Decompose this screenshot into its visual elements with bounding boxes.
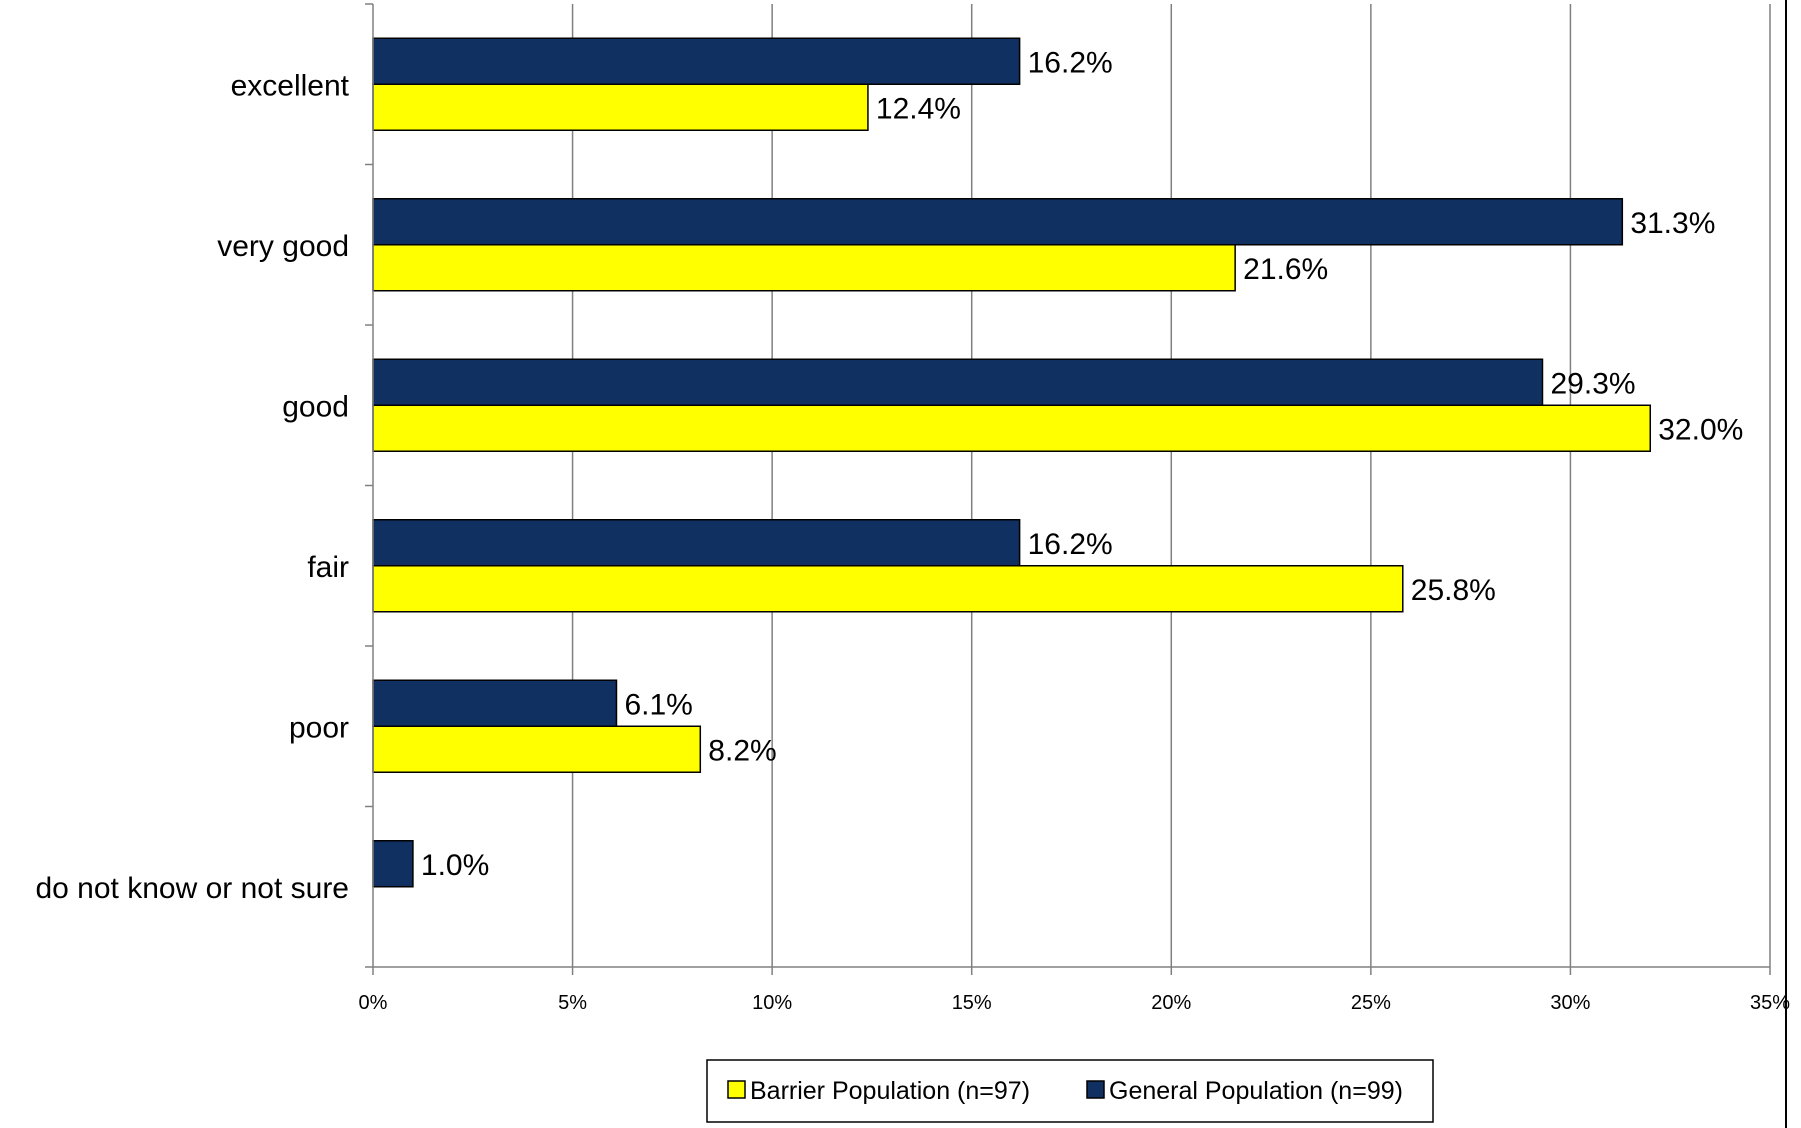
data-label: 21.6%	[1243, 253, 1328, 286]
category-label: do not know or not sure	[35, 872, 349, 905]
data-label: 16.2%	[1028, 528, 1113, 561]
data-label: 25.8%	[1411, 574, 1496, 607]
labels: 0% 5% 10% 15% 20% 25% 30% 35% excellent 16.2% 12.4…	[35, 46, 1790, 1014]
data-label: 31.3%	[1630, 207, 1715, 240]
category-label: good	[282, 390, 349, 423]
data-label: 32.0%	[1658, 413, 1743, 446]
x-tick-label: 25%	[1351, 992, 1391, 1014]
data-label: 12.4%	[876, 92, 961, 125]
bar-barrier-population	[372, 404, 1652, 452]
x-tick-label: 0%	[359, 992, 388, 1014]
x-tick-label: 30%	[1550, 992, 1590, 1014]
category-label: fair	[307, 551, 349, 584]
bar-barrier-population	[372, 565, 1404, 613]
bar-general-population	[372, 840, 414, 888]
axes	[365, 3, 1771, 975]
bar-barrier-population	[372, 725, 702, 773]
x-tick-label: 35%	[1750, 992, 1790, 1014]
data-label: 29.3%	[1550, 367, 1635, 400]
x-tick-label: 15%	[952, 992, 992, 1014]
x-tick-label: 20%	[1151, 992, 1191, 1014]
bar-general-population	[372, 198, 1624, 246]
legend-label-general: General Population (n=99)	[1109, 1077, 1403, 1105]
gridlines	[571, 4, 1771, 967]
data-label: 8.2%	[708, 734, 776, 767]
bar-barrier-population	[372, 83, 869, 131]
bar-general-population	[372, 679, 618, 727]
legend-swatch-barrier	[727, 1080, 746, 1099]
data-label: 6.1%	[624, 688, 692, 721]
bar-general-population	[372, 358, 1544, 406]
legend-swatch-general	[1086, 1080, 1105, 1099]
legend-frame	[706, 1059, 1434, 1123]
category-label: excellent	[231, 69, 350, 102]
data-label: 16.2%	[1028, 46, 1113, 79]
bars	[372, 37, 1652, 888]
x-tick-label: 5%	[558, 992, 587, 1014]
x-tick-label: 10%	[752, 992, 792, 1014]
bar-barrier-population	[372, 244, 1236, 292]
legend-label-barrier: Barrier Population (n=97)	[750, 1077, 1030, 1105]
category-label: poor	[289, 711, 349, 744]
data-label: 1.0%	[421, 849, 489, 882]
category-label: very good	[217, 230, 349, 263]
bar-general-population	[372, 37, 1021, 85]
legend: Barrier Population (n=97) General Popula…	[706, 1059, 1434, 1123]
bar-general-population	[372, 519, 1021, 567]
